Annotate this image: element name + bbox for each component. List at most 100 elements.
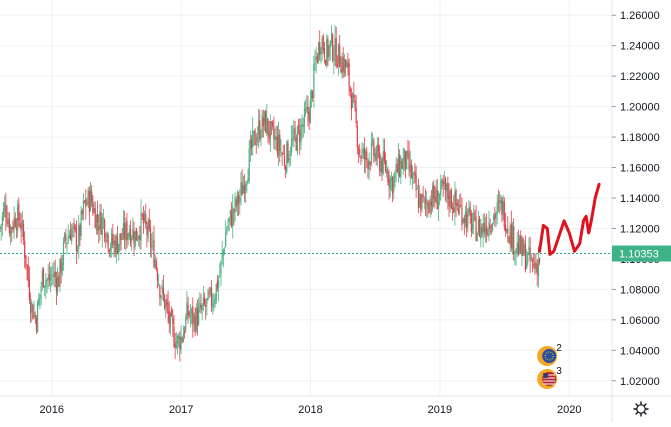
candle-body [179, 337, 181, 350]
candle-body [457, 208, 460, 213]
candle-body [252, 130, 254, 148]
candle-body [143, 213, 146, 221]
candle-body [102, 218, 105, 220]
candle-body [86, 203, 88, 205]
candle-body [114, 240, 116, 255]
candle-body [214, 298, 216, 305]
gear-icon[interactable] [633, 401, 649, 417]
candle-body [200, 305, 202, 310]
candle-body [196, 308, 199, 326]
candle-body [210, 287, 213, 306]
candle-body [481, 227, 483, 232]
candle-body [280, 151, 282, 154]
candle-body [299, 129, 301, 143]
candle-body [500, 199, 502, 204]
candle-body [529, 247, 531, 261]
candle-body [362, 148, 364, 153]
candle-body [180, 335, 182, 350]
candle-body [406, 151, 408, 170]
y-tick-label: 1.14000 [620, 193, 660, 205]
candle-body [17, 205, 19, 231]
candle-body [236, 192, 239, 206]
candle-body [392, 177, 394, 194]
candle-body [283, 156, 286, 166]
candle-body [381, 158, 383, 173]
time-axis[interactable]: 2016 2017 2018 2019 2020 [40, 404, 582, 416]
candle-body [454, 191, 456, 212]
candle-body [68, 235, 70, 239]
candle-body [448, 196, 450, 206]
candle-body [172, 317, 174, 325]
candle-body [484, 228, 487, 234]
candle-body [72, 226, 74, 229]
candle-body [45, 280, 47, 287]
candle-body [109, 248, 112, 251]
candle-body [290, 138, 293, 153]
candle-body [195, 307, 197, 332]
candle-body [419, 195, 421, 207]
candle-body [326, 39, 328, 66]
candle-body [12, 226, 14, 230]
candle-body [314, 62, 316, 64]
candle-body [490, 231, 492, 233]
candle-body [119, 233, 121, 245]
event-badges[interactable]: 23 [537, 343, 562, 389]
candle-body [342, 56, 344, 72]
candle-body [259, 119, 261, 140]
candle-body [527, 251, 529, 262]
candle-body [266, 116, 268, 134]
candle-body [75, 228, 78, 251]
candle-body [127, 234, 129, 240]
candle-body [369, 162, 371, 165]
candle-body [396, 164, 398, 173]
candle-body [168, 311, 170, 324]
candle-body [402, 158, 404, 171]
candle-body [368, 160, 370, 170]
candle-body [414, 170, 416, 177]
candle-body [450, 190, 452, 209]
x-tick-label: 2016 [40, 404, 64, 416]
candle-body [254, 129, 256, 146]
candle-body [206, 298, 208, 304]
candle-body [395, 163, 397, 172]
candle-body [34, 315, 36, 318]
candle-body [478, 218, 481, 237]
candle-body [107, 234, 109, 249]
candle-body [245, 184, 247, 191]
candle-body [133, 231, 135, 244]
candle-body [466, 213, 468, 229]
candle-body [219, 275, 221, 277]
candle-body [467, 209, 469, 227]
candle-body [281, 154, 283, 156]
candle-body [528, 246, 530, 251]
candle-body [47, 276, 49, 280]
candle-body [376, 144, 378, 159]
candle-body [261, 114, 263, 137]
candle-body [154, 259, 156, 268]
candle-body [98, 225, 100, 230]
candle-body [325, 59, 327, 66]
candle-body [437, 200, 440, 210]
candle-body [309, 100, 311, 124]
event-badge-eu[interactable]: 2 [537, 343, 562, 366]
flag-canton [543, 373, 549, 378]
candle-body [388, 179, 390, 187]
price-axis[interactable]: 1.26000 1.24000 1.22000 1.20000 1.18000 1.160… [612, 10, 660, 388]
candle-body [260, 136, 262, 139]
candle-body [312, 91, 314, 99]
candle-body [28, 278, 30, 301]
candle-body [491, 223, 494, 231]
event-badge-us[interactable]: 3 [537, 366, 562, 389]
candle-body [327, 39, 329, 58]
x-tick-label: 2017 [169, 404, 193, 416]
x-tick-label: 2019 [428, 404, 452, 416]
candle-body [415, 174, 417, 191]
candle-body [31, 302, 33, 312]
candle-body [411, 173, 414, 178]
candle-body [256, 136, 259, 143]
candle-body [375, 153, 377, 161]
candle-body [480, 226, 482, 239]
candle-body [360, 156, 362, 159]
